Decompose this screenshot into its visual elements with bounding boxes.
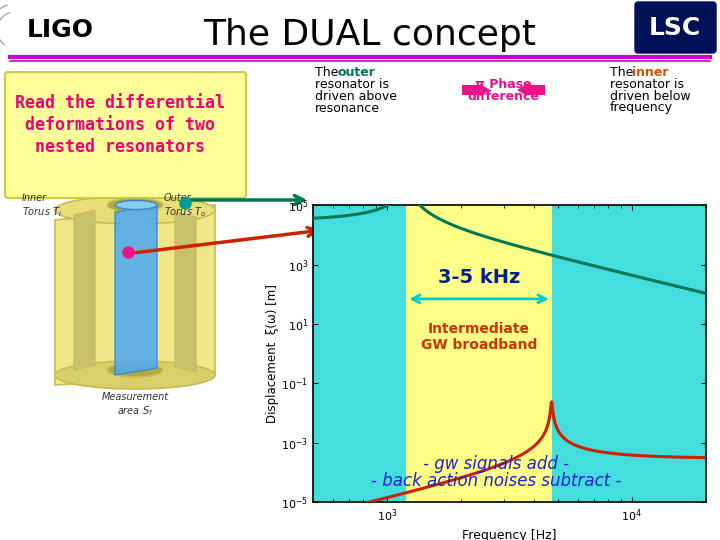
Text: inner: inner [632,65,668,78]
Text: frequency: frequency [610,102,673,114]
Text: driven above: driven above [315,90,397,103]
Text: - back action noises subtract -: - back action noises subtract - [372,472,621,490]
Text: resonator is: resonator is [315,78,389,91]
Text: resonator is: resonator is [610,78,684,91]
Text: π Phase: π Phase [474,78,531,91]
Ellipse shape [115,200,157,210]
Text: LSC: LSC [649,16,701,40]
FancyBboxPatch shape [5,72,246,198]
Text: Intermediate
GW broadband: Intermediate GW broadband [420,322,537,352]
Text: outer: outer [337,65,375,78]
FancyBboxPatch shape [635,2,716,53]
Text: Measurement
area $S_f$: Measurement area $S_f$ [102,392,168,418]
Text: Inner
Torus $T_i$: Inner Torus $T_i$ [22,193,62,219]
Text: - gw signals add -: - gw signals add - [423,455,570,472]
Text: difference: difference [467,91,539,104]
Bar [406,205,552,502]
Text: resonance: resonance [315,102,380,114]
Ellipse shape [55,361,215,389]
Ellipse shape [55,196,215,224]
Ellipse shape [107,198,163,212]
Text: driven below: driven below [610,90,690,103]
Text: nested resonators: nested resonators [35,138,205,156]
Text: 3-5 kHz: 3-5 kHz [438,268,520,287]
Text: deformations of two: deformations of two [25,116,215,134]
Polygon shape [55,205,215,385]
Text: Outer
Torus $T_o$: Outer Torus $T_o$ [164,193,206,219]
Text: The: The [610,65,637,78]
Text: The DUAL concept: The DUAL concept [204,18,536,52]
Ellipse shape [107,363,163,377]
Polygon shape [74,210,95,370]
Polygon shape [115,205,157,375]
Polygon shape [175,212,196,372]
Text: Read the differential: Read the differential [15,94,225,112]
FancyArrow shape [462,84,490,96]
Y-axis label: Displacement  ξ(ω) [m]: Displacement ξ(ω) [m] [266,284,279,423]
X-axis label: Frequency [Hz]: Frequency [Hz] [462,529,557,540]
Text: The: The [315,65,343,78]
Text: LIGO: LIGO [27,18,94,42]
FancyArrow shape [517,84,545,96]
